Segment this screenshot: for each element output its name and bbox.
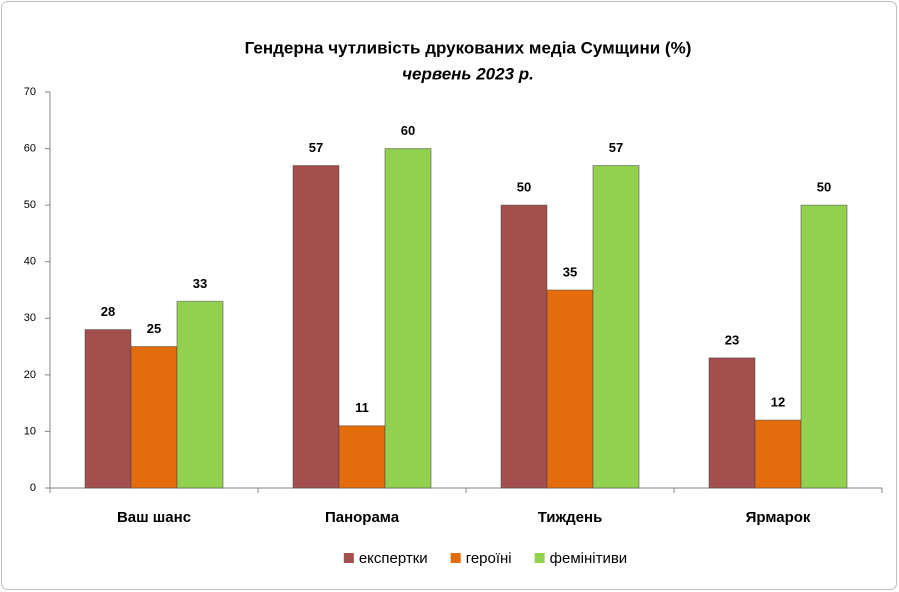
- data-label: 28: [101, 304, 115, 319]
- data-label: 60: [401, 123, 415, 138]
- data-label: 57: [609, 140, 623, 155]
- y-tick-label: 70: [24, 86, 36, 98]
- bar: [292, 165, 340, 489]
- legend-label: героїні: [466, 550, 512, 567]
- bar: [800, 204, 848, 489]
- y-tick-label: 50: [24, 199, 36, 211]
- x-tick-label: Ярмарок: [746, 509, 811, 526]
- data-label: 50: [517, 180, 531, 195]
- bar: [500, 204, 548, 489]
- y-tick-label: 40: [24, 256, 36, 268]
- y-tick-label: 10: [24, 425, 36, 437]
- bar: [176, 300, 224, 489]
- data-label: 57: [309, 140, 323, 155]
- legend-swatch: [450, 553, 461, 563]
- data-label: 12: [771, 395, 785, 410]
- x-tick-label: Ваш шанс: [117, 509, 191, 526]
- bar: [130, 346, 178, 489]
- data-label: 23: [725, 332, 739, 347]
- chart-subtitle: червень 2023 р.: [402, 64, 534, 83]
- data-label: 50: [817, 180, 831, 195]
- legend-label: фемінітиви: [550, 550, 628, 567]
- data-label: 11: [355, 400, 369, 415]
- bar: [592, 165, 640, 489]
- bar: [338, 425, 386, 489]
- y-tick-label: 60: [24, 142, 36, 154]
- bar: [384, 148, 432, 489]
- bar: [546, 289, 594, 489]
- chart-title: Гендерна чутливість друкованих медіа Сум…: [245, 38, 692, 57]
- data-label: 25: [147, 321, 161, 336]
- legend-swatch: [534, 553, 545, 563]
- x-tick-label: Тиждень: [538, 509, 603, 526]
- y-tick-label: 20: [24, 369, 36, 381]
- data-label: 35: [563, 264, 577, 279]
- y-tick-label: 0: [30, 482, 36, 494]
- bar: [754, 419, 802, 489]
- y-tick-label: 30: [24, 312, 36, 324]
- data-label: 33: [193, 276, 207, 291]
- legend-swatch: [343, 553, 354, 563]
- legend-label: експертки: [359, 550, 428, 567]
- bar: [84, 329, 132, 489]
- x-tick-label: Панорама: [325, 509, 400, 526]
- bar: [708, 357, 756, 489]
